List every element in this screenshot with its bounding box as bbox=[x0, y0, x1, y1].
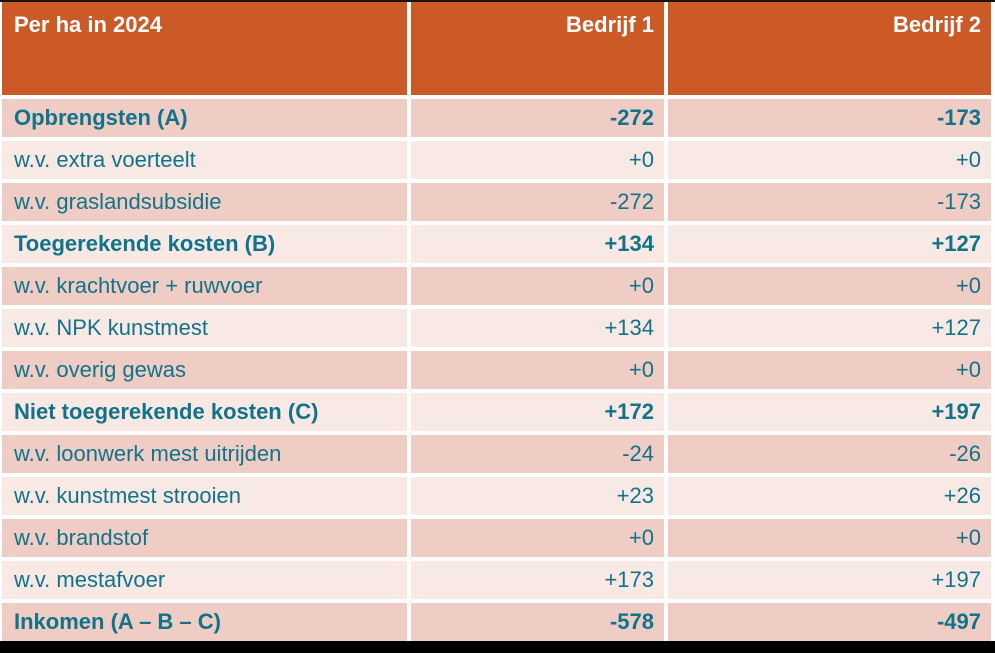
row-value-bedrijf2: +0 bbox=[668, 519, 991, 557]
row-label: w.v. kunstmest strooien bbox=[2, 477, 407, 515]
row-value-bedrijf2: +127 bbox=[668, 225, 991, 263]
row-value-bedrijf2: +0 bbox=[668, 267, 991, 305]
row-label: Toegerekende kosten (B) bbox=[2, 225, 407, 263]
row-label: w.v. graslandsubsidie bbox=[2, 183, 407, 221]
row-value-bedrijf2: +26 bbox=[668, 477, 991, 515]
row-label: w.v. mestafvoer bbox=[2, 561, 407, 599]
row-value-bedrijf1: +0 bbox=[411, 141, 664, 179]
header-bedrijf-2: Bedrijf 2 bbox=[668, 2, 991, 95]
header-bedrijf-1: Bedrijf 1 bbox=[411, 2, 664, 95]
row-value-bedrijf2: +197 bbox=[668, 561, 991, 599]
header-per-ha: Per ha in 2024 bbox=[2, 2, 407, 95]
row-label: Niet toegerekende kosten (C) bbox=[2, 393, 407, 431]
row-value-bedrijf2: +0 bbox=[668, 141, 991, 179]
row-value-bedrijf1: +172 bbox=[411, 393, 664, 431]
row-label: Inkomen (A – B – C) bbox=[2, 603, 407, 641]
row-value-bedrijf1: +134 bbox=[411, 225, 664, 263]
top-border-line bbox=[0, 0, 995, 2]
row-value-bedrijf1: +173 bbox=[411, 561, 664, 599]
row-label: w.v. extra voerteelt bbox=[2, 141, 407, 179]
row-label: w.v. krachtvoer + ruwvoer bbox=[2, 267, 407, 305]
row-value-bedrijf1: -272 bbox=[411, 99, 664, 137]
row-label: w.v. loonwerk mest uitrijden bbox=[2, 435, 407, 473]
row-value-bedrijf1: +134 bbox=[411, 309, 664, 347]
row-value-bedrijf2: -26 bbox=[668, 435, 991, 473]
row-value-bedrijf2: +0 bbox=[668, 351, 991, 389]
row-value-bedrijf2: -173 bbox=[668, 99, 991, 137]
row-value-bedrijf2: -173 bbox=[668, 183, 991, 221]
row-value-bedrijf1: -272 bbox=[411, 183, 664, 221]
row-label: Opbrengsten (A) bbox=[2, 99, 407, 137]
row-label: w.v. NPK kunstmest bbox=[2, 309, 407, 347]
row-value-bedrijf1: +0 bbox=[411, 267, 664, 305]
row-label: w.v. overig gewas bbox=[2, 351, 407, 389]
row-value-bedrijf2: +197 bbox=[668, 393, 991, 431]
row-value-bedrijf1: -578 bbox=[411, 603, 664, 641]
bottom-black-bar bbox=[0, 641, 995, 653]
row-value-bedrijf1: +0 bbox=[411, 351, 664, 389]
row-value-bedrijf1: +0 bbox=[411, 519, 664, 557]
row-value-bedrijf2: +127 bbox=[668, 309, 991, 347]
row-value-bedrijf2: -497 bbox=[668, 603, 991, 641]
cost-comparison-table: Per ha in 2024 Bedrijf 1 Bedrijf 2 Opbre… bbox=[2, 2, 991, 641]
row-value-bedrijf1: -24 bbox=[411, 435, 664, 473]
row-label: w.v. brandstof bbox=[2, 519, 407, 557]
row-value-bedrijf1: +23 bbox=[411, 477, 664, 515]
